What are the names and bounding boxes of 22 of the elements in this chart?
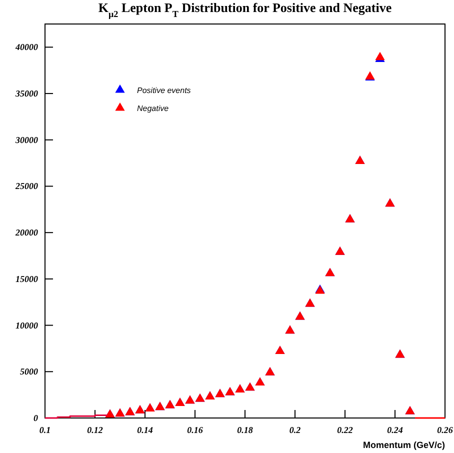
x-tick-label: 0.1 (39, 425, 51, 435)
x-tick-label: 0.12 (87, 425, 104, 435)
y-tick-label: 0 (34, 413, 38, 423)
legend-label: Positive events (137, 86, 191, 95)
x-tick-label: 0.18 (237, 425, 254, 435)
chart-title: K$_{μ2}$ Lepton P$_{T}$ Distribution for Positive and Negative (98, 0, 392, 19)
x-axis-title: Momentum (GeV/c) (362, 440, 445, 450)
x-tick-label: 0.24 (387, 425, 404, 435)
legend-label: Negative (137, 104, 170, 113)
x-tick-label: 0.2 (289, 425, 302, 435)
y-tick-label: 10000 (16, 320, 38, 330)
y-tick-label: 40000 (14, 42, 38, 52)
x-tick-label: 0.16 (187, 425, 204, 435)
x-tick-label: 0.26 (437, 425, 454, 435)
y-tick-label: 20000 (14, 228, 38, 238)
y-tick-label: 15000 (16, 274, 38, 284)
y-tick-label: 35000 (14, 88, 38, 99)
x-tick-label: 0.14 (137, 425, 154, 435)
y-tick-label: 30000 (14, 134, 38, 145)
x-tick-label: 0.22 (337, 425, 354, 435)
y-tick-label: 5000 (20, 366, 38, 377)
y-tick-label: 25000 (14, 181, 38, 192)
